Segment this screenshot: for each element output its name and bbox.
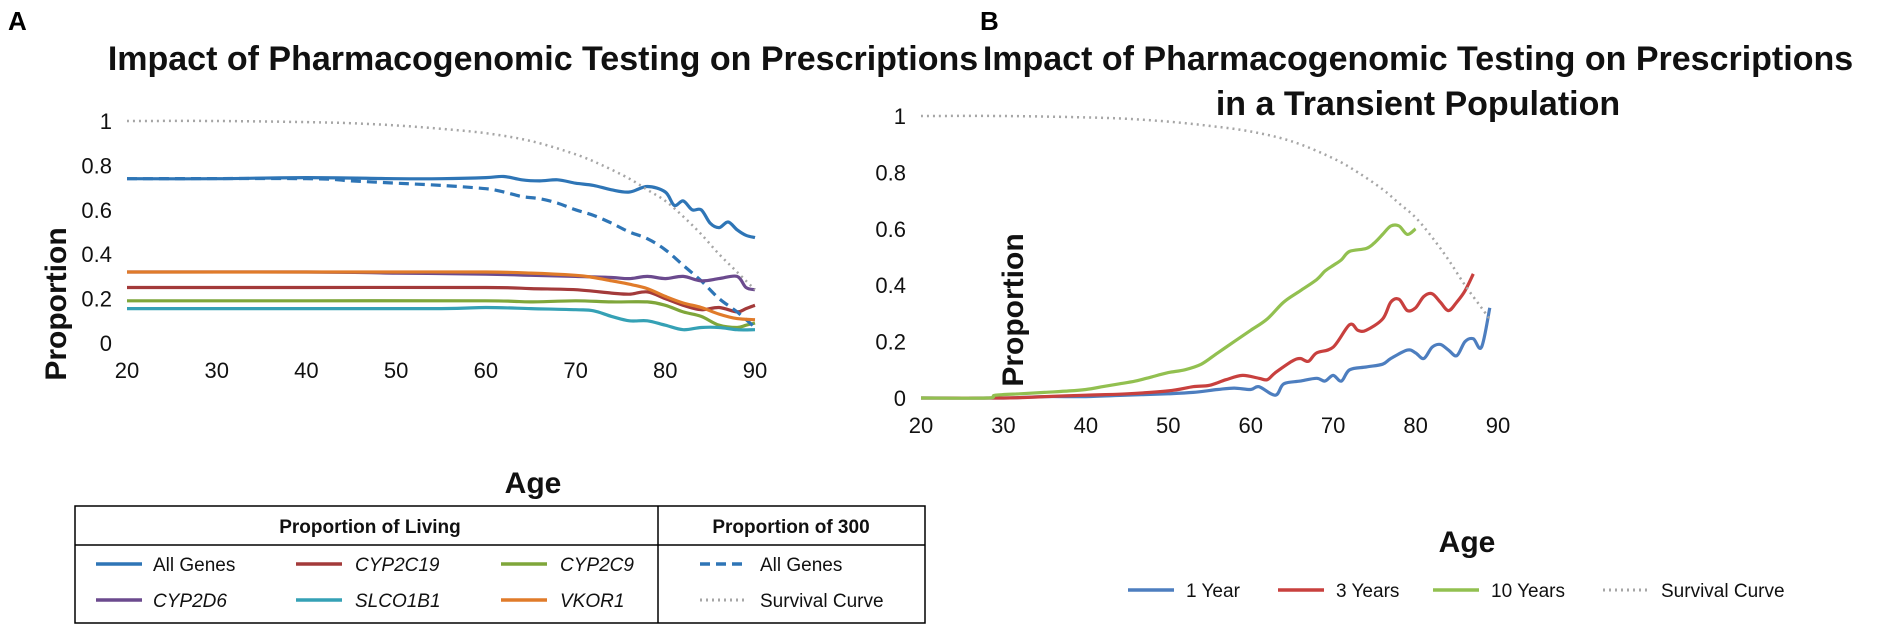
legend-label-all-genes: All Genes [153, 555, 235, 576]
chart-b-y-tick-0-6: 0.6 [875, 217, 906, 242]
legend-label-cyp2c19: CYP2C19 [355, 555, 440, 576]
chart-a-legend: Proportion of Living Proportion of 300 A… [74, 505, 926, 624]
chart-a-y-tick-1: 1 [100, 109, 112, 134]
chart-a-x-tick-50: 50 [384, 358, 408, 383]
legend-border [74, 505, 926, 624]
chart-a-series-cyp2c19 [127, 285, 756, 314]
chart-b-title-line2: in a Transient Population [1216, 85, 1620, 123]
chart-b-series-10-years [920, 223, 1417, 400]
chart-a-title: Impact of Pharmacogenomic Testing on Pre… [108, 40, 978, 78]
chart-b-plot-area [920, 114, 1492, 400]
legend-label-slco1b1: SLCO1B1 [355, 591, 441, 612]
chart-a-x-label: Age [505, 467, 562, 500]
chart-a-series-all-genes-300 [126, 176, 757, 329]
chart-b-series-1-year [920, 307, 1492, 400]
legend-label-survival: Survival Curve [760, 591, 884, 612]
chart-b-y-tick-0-8: 0.8 [875, 160, 906, 185]
panel-b-letter: B [980, 6, 999, 36]
chart-a-x-tick-90: 90 [743, 358, 767, 383]
chart-b-x-tick-60: 60 [1238, 413, 1262, 438]
chart-b-x-tick-50: 50 [1156, 413, 1180, 438]
chart-b-x-tick-90: 90 [1486, 413, 1510, 438]
chart-b-x-tick-30: 30 [991, 413, 1015, 438]
chart-b-y-tick-0-2: 0.2 [875, 330, 906, 355]
chart-b-title: Impact of Pharmacogenomic Testing on Pre… [983, 40, 1853, 78]
chart-b-x-tick-70: 70 [1321, 413, 1345, 438]
legend-label-survival-b: Survival Curve [1661, 581, 1785, 602]
chart-b-series-3-years [920, 273, 1475, 400]
chart-a-y-tick-0: 0 [100, 331, 112, 356]
chart-a-series-all-genes [126, 174, 756, 240]
chart-b-x-ticks: 20 30 40 50 60 70 80 90 [909, 413, 1510, 438]
legend-header-300: Proportion of 300 [712, 517, 869, 538]
legend-label-cyp2d6: CYP2D6 [153, 591, 227, 612]
chart-b-y-tick-0-4: 0.4 [875, 273, 906, 298]
chart-a-series-survival-curve [126, 119, 756, 291]
chart-a-x-tick-30: 30 [204, 358, 228, 383]
chart-b-y-tick-0: 0 [894, 386, 906, 411]
legend-header-living: Proportion of Living [279, 517, 461, 538]
legend-label-1-year: 1 Year [1186, 581, 1241, 602]
chart-a-x-tick-70: 70 [563, 358, 587, 383]
chart-a-x-tick-80: 80 [653, 358, 677, 383]
legend-label-cyp2c9: CYP2C9 [560, 555, 634, 576]
chart-b-x-tick-80: 80 [1403, 413, 1427, 438]
panel-a: A Impact of Pharmacogenomic Testing on P… [8, 6, 978, 624]
chart-b-y-tick-1: 1 [894, 104, 906, 129]
panel-a-letter: A [8, 6, 27, 36]
chart-a-x-tick-20: 20 [115, 358, 139, 383]
chart-a-y-tick-0-8: 0.8 [81, 153, 112, 178]
legend-label-vkor1: VKOR1 [560, 591, 624, 612]
chart-a-plot-area [126, 119, 757, 332]
chart-b-legend: 1 Year 3 Years 10 Years Survival Curve [1128, 581, 1785, 602]
chart-b-x-tick-40: 40 [1074, 413, 1098, 438]
chart-a-y-tick-0-2: 0.2 [81, 287, 112, 312]
legend-label-3-years: 3 Years [1336, 581, 1399, 602]
panel-b: B Impact of Pharmacogenomic Testing on P… [875, 6, 1853, 602]
chart-a-y-ticks: 0 0.2 0.4 0.6 0.8 1 [81, 109, 112, 356]
chart-a-series-vkor1 [127, 270, 756, 322]
chart-b-y-ticks: 0 0.2 0.4 0.6 0.8 1 [875, 104, 906, 411]
chart-b-y-label: Proportion [997, 233, 1030, 386]
chart-a-y-tick-0-4: 0.4 [81, 242, 112, 267]
chart-a-y-label: Proportion [40, 227, 73, 380]
chart-a-series-cyp2c9 [126, 299, 756, 330]
legend-label-10-years: 10 Years [1491, 581, 1565, 602]
legend-label-all-genes-300: All Genes [760, 555, 842, 576]
chart-b-x-tick-20: 20 [909, 413, 933, 438]
chart-b-x-label: Age [1439, 526, 1496, 559]
chart-a-x-tick-40: 40 [294, 358, 318, 383]
chart-a-series-slco1b1 [127, 305, 756, 332]
chart-a-y-tick-0-6: 0.6 [81, 198, 112, 223]
chart-a-x-tick-60: 60 [474, 358, 498, 383]
chart-a-x-ticks: 20 30 40 50 60 70 80 90 [115, 358, 767, 383]
